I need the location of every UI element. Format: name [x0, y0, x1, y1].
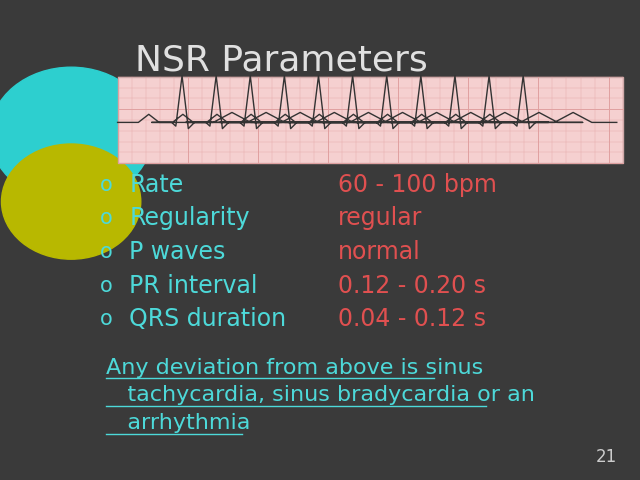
Text: arrhythmia: arrhythmia [106, 413, 250, 433]
FancyBboxPatch shape [118, 77, 623, 163]
Text: 60 - 100 bpm: 60 - 100 bpm [338, 173, 497, 197]
Text: 0.12 - 0.20 s: 0.12 - 0.20 s [338, 274, 486, 298]
Text: tachycardia, sinus bradycardia or an: tachycardia, sinus bradycardia or an [106, 385, 535, 406]
Text: Rate: Rate [129, 173, 184, 197]
Text: o: o [100, 175, 113, 195]
Text: regular: regular [338, 206, 422, 230]
Text: P waves: P waves [129, 240, 225, 264]
Text: o: o [100, 309, 113, 329]
Text: normal: normal [338, 240, 421, 264]
Text: NSR Parameters: NSR Parameters [135, 43, 428, 77]
Circle shape [0, 67, 152, 202]
Text: 21: 21 [596, 447, 617, 466]
Text: o: o [100, 208, 113, 228]
Text: QRS duration: QRS duration [129, 307, 286, 331]
Text: o: o [100, 276, 113, 296]
Text: PR interval: PR interval [129, 274, 258, 298]
Text: Any deviation from above is sinus: Any deviation from above is sinus [106, 358, 483, 378]
Circle shape [1, 144, 141, 259]
Text: 0.04 - 0.12 s: 0.04 - 0.12 s [338, 307, 486, 331]
Text: Regularity: Regularity [129, 206, 250, 230]
Text: o: o [100, 242, 113, 262]
